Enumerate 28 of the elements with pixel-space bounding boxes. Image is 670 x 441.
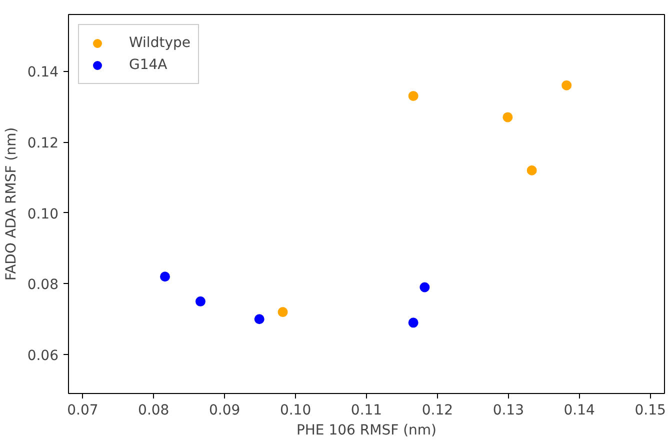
y-axis-title: FADO ADA RMSF (nm) [3,127,20,281]
x-tick-label: 0.13 [492,402,524,418]
y-tick-label: 0.14 [27,64,59,81]
point [562,80,572,90]
point [420,282,430,292]
y-tick-label: 0.08 [27,277,58,294]
x-tick-label: 0.10 [280,402,312,418]
legend-label: Wildtype [129,35,190,51]
x-axis-title: PHE 106 RMSF (nm) [296,422,437,438]
x-tick-label: 0.15 [634,402,666,418]
y-tick-label: 0.06 [27,348,59,364]
point [254,314,264,324]
point [160,272,170,282]
y-tick-label: 0.12 [27,136,58,152]
point [408,318,418,328]
point [408,90,418,101]
legend-label: G14A [129,57,168,73]
x-tick-label: 0.09 [209,402,240,418]
x-tick-label: 0.08 [138,402,170,418]
point [278,307,288,318]
x-tick-label: 0.07 [67,402,98,418]
point [195,296,206,306]
y-tick-label: 0.10 [27,206,58,222]
point [502,112,513,122]
x-tick-label: 0.11 [350,402,382,418]
x-tick-label: 0.12 [422,402,454,418]
x-tick-label: 0.14 [564,402,596,418]
point [526,165,537,176]
